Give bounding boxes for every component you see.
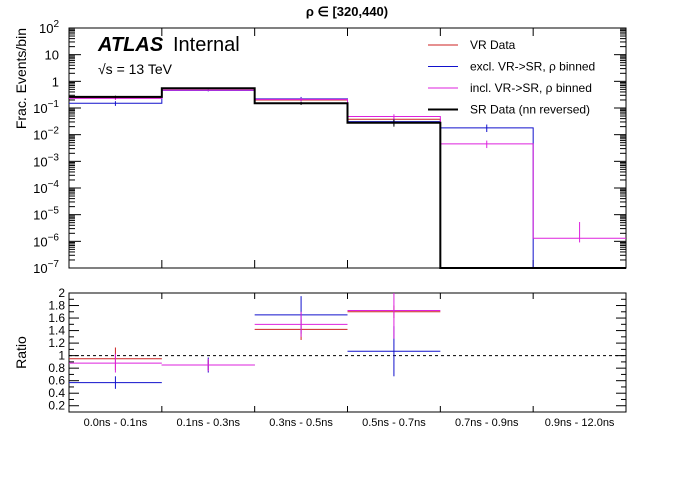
tick-exponent: −5 [48,206,60,217]
bottom-y-tick-label: 0.4 [48,386,65,400]
bin-labels: 0.0ns - 0.1ns 0.1ns - 0.3ns 0.3ns - 0.5ns 0… [84,417,615,429]
tick-exponent: −1 [48,99,60,110]
bottom-y-tick-label: 0.6 [48,374,65,388]
legend: VR Data excl. VR->SR, ρ binned incl. VR->S… [428,38,595,117]
atlas-label: ATLAS [97,34,164,56]
top-y-tick-label: 10−2 [33,126,59,143]
top-y-tick-label: 10−1 [33,99,59,116]
tick-base: 10 [33,208,47,223]
bottom-y-axis-label: Ratio [13,336,29,369]
tick-exponent: −2 [48,126,60,137]
legend-label-incl: incl. VR->SR, ρ binned [470,81,592,95]
tick-base: 10 [33,181,47,196]
hist-sr [69,87,626,269]
bottom-y-tick-label: 1.4 [48,324,65,338]
tick-exponent: −7 [48,259,60,270]
bottom-y-tick-label: 1 [58,349,65,363]
legend-label-vr: VR Data [470,38,516,52]
bottom-y-tick-label: 1.8 [48,299,65,313]
top-histograms [69,87,626,269]
tick-base: 10 [33,261,47,276]
bottom-y-tick-label: 1.2 [48,336,65,350]
bin-label: 0.0ns - 0.1ns [84,417,148,429]
top-y-tick-label: 10−7 [33,259,59,276]
bottom-y-tick-label: 0.2 [48,399,65,413]
bottom-x-axis [68,293,627,412]
top-y-tick-label: 10−3 [33,152,59,169]
ratio-series [69,293,441,389]
top-y-tick-label: 10−5 [33,206,59,223]
atlas-sub-label: Internal [173,34,240,56]
bottom-panel: 0.20.40.60.811.21.41.61.82 Ratio 0.0ns -… [13,286,627,429]
top-y-tick-label: 10−4 [33,179,59,196]
bottom-y-tick-label: 2 [58,286,65,300]
top-y-tick-label: 10 [45,48,59,63]
top-y-tick-label: 10−6 [33,232,59,249]
bottom-y-tick-label: 0.8 [48,361,65,375]
bottom-y-axis: 0.20.40.60.811.21.41.61.82 [48,286,626,413]
top-y-tick-label: 102 [39,19,59,36]
top-y-tick-label: 1 [52,74,59,89]
plot-title: ρ ∈ [320,440) [306,4,388,19]
tick-base: 10 [33,154,47,169]
tick-base: 10 [33,234,47,249]
bottom-y-tick-label: 1.6 [48,311,65,325]
tick-base: 10 [39,21,53,36]
energy-label: √s = 13 TeV [98,61,173,77]
tick-exponent: −6 [48,232,60,243]
tick-exponent: −3 [48,152,60,163]
bin-label: 0.5ns - 0.7ns [362,417,426,429]
legend-label-excl: excl. VR->SR, ρ binned [470,60,595,74]
legend-label-sr: SR Data (nn reversed) [470,103,590,117]
tick-base: 10 [33,128,47,143]
top-y-axis-label: Frac. Events/bin [13,28,29,129]
bin-label: 0.1ns - 0.3ns [176,417,240,429]
tick-exponent: 2 [53,19,59,30]
bin-label: 0.9ns - 12.0ns [545,417,615,429]
tick-base: 10 [33,101,47,116]
bin-label: 0.7ns - 0.9ns [455,417,519,429]
bin-label: 0.3ns - 0.5ns [269,417,333,429]
tick-exponent: −4 [48,179,60,190]
